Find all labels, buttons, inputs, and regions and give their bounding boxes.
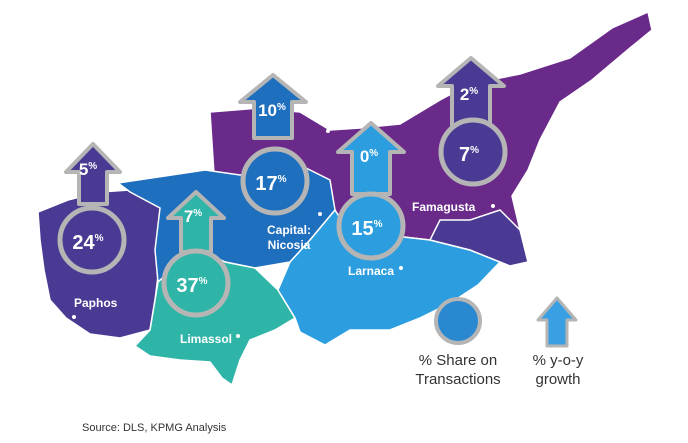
growth-arrow bbox=[64, 142, 122, 206]
marker-famagusta: 2% 7% Famagusta bbox=[412, 56, 508, 214]
share-circle bbox=[240, 146, 310, 216]
legend-growth-label: % y-o-y bbox=[533, 352, 584, 369]
district-label-famagusta: Famagusta bbox=[412, 200, 476, 214]
share-value: 7% bbox=[459, 144, 479, 166]
growth-arrow bbox=[238, 73, 308, 140]
district-label-paphos: Paphos bbox=[74, 296, 118, 310]
region-famagusta bbox=[428, 209, 529, 267]
growth-value: 5% bbox=[79, 160, 97, 179]
share-value: 37% bbox=[176, 275, 207, 297]
marker-larnaca: 0% 15% Larnaca bbox=[336, 121, 406, 278]
source-note: Source: DLS, KPMG Analysis bbox=[82, 422, 227, 434]
share-circle bbox=[161, 248, 231, 318]
share-circle bbox=[336, 191, 406, 261]
district-label-limassol: Limassol bbox=[180, 332, 232, 346]
share-value: 17% bbox=[255, 173, 286, 195]
marker-limassol: 7% 37% Limassol bbox=[161, 190, 232, 346]
marker-paphos: 5% 24% Paphos bbox=[57, 142, 127, 310]
share-value: 24% bbox=[72, 232, 103, 254]
growth-arrow bbox=[166, 190, 226, 254]
growth-value: 0% bbox=[360, 147, 378, 166]
share-circle bbox=[438, 117, 508, 187]
share-value: 15% bbox=[351, 218, 382, 240]
growth-value: 10% bbox=[258, 101, 286, 120]
district-label-larnaca: Larnaca bbox=[348, 264, 394, 278]
district-label-nicosia: Capital: bbox=[267, 223, 311, 237]
legend-growth-arrow-icon bbox=[536, 296, 578, 348]
district-label-nicosia-2: Nicosia bbox=[268, 238, 311, 252]
legend-share-icon bbox=[434, 297, 482, 345]
legend: % Share on Transactions % y-o-y growth bbox=[415, 296, 584, 388]
growth-value: 2% bbox=[460, 85, 478, 104]
share-circle bbox=[57, 205, 127, 275]
legend-growth-label-2: growth bbox=[535, 371, 580, 388]
marker-nicosia: 10% 17% Capital: Nicosia bbox=[238, 73, 311, 252]
growth-arrow bbox=[336, 121, 406, 196]
legend-share-label: % Share on bbox=[419, 352, 497, 369]
growth-value: 7% bbox=[184, 207, 202, 226]
legend-share-label-2: Transactions bbox=[415, 371, 500, 388]
growth-arrow bbox=[436, 56, 506, 128]
